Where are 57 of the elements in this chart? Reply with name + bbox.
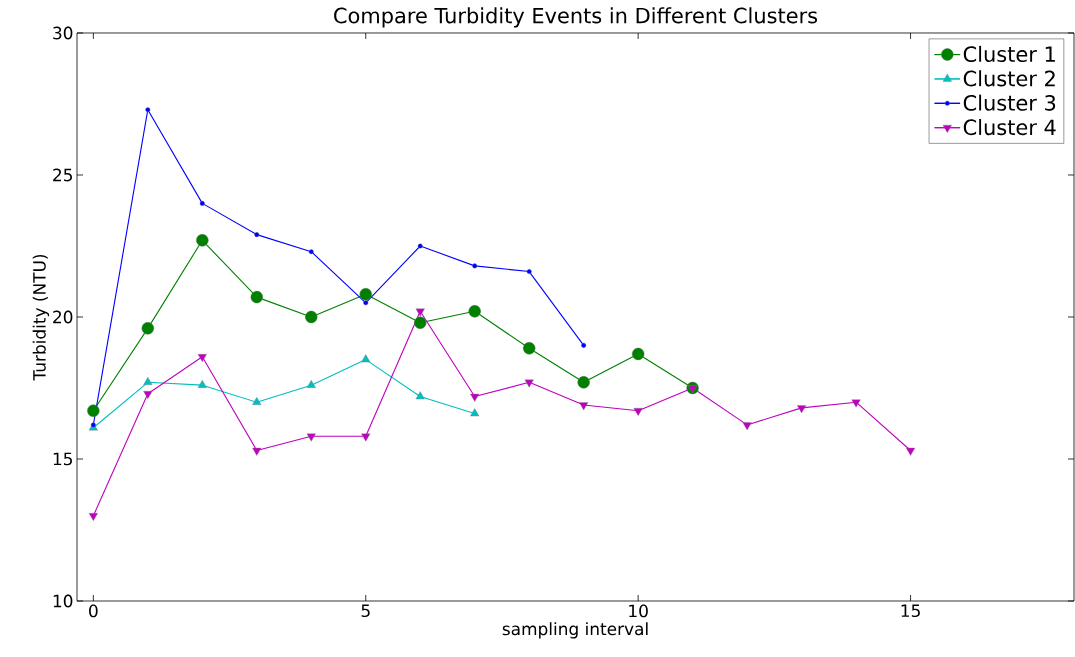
point xyxy=(851,399,861,408)
legend-label: Cluster 1 xyxy=(963,45,1055,63)
point xyxy=(468,305,481,318)
point xyxy=(141,322,155,335)
point xyxy=(250,290,263,304)
y-tick-label: 25 xyxy=(53,168,72,182)
point xyxy=(526,269,532,275)
point xyxy=(363,300,369,306)
point xyxy=(87,404,100,417)
point xyxy=(197,354,207,362)
point xyxy=(470,408,480,417)
point xyxy=(308,249,314,255)
point xyxy=(579,402,589,411)
y-tick-label: 30 xyxy=(53,26,73,40)
point xyxy=(577,376,590,389)
point xyxy=(688,385,698,394)
x-tick-label: 5 xyxy=(361,604,370,618)
point xyxy=(143,390,153,399)
point xyxy=(522,342,536,355)
point xyxy=(252,397,262,405)
point xyxy=(306,433,316,442)
point xyxy=(359,288,372,301)
point xyxy=(415,391,425,400)
chart-title: Compare Turbidity Events in Different Clusters xyxy=(334,7,818,28)
point xyxy=(145,107,151,113)
point xyxy=(631,347,645,361)
point xyxy=(524,379,534,388)
legend-label: Cluster 4 xyxy=(963,118,1056,136)
x-axis-title: sampling interval xyxy=(502,622,648,639)
point xyxy=(417,243,423,249)
point xyxy=(252,447,262,456)
point xyxy=(143,377,153,386)
y-tick-label: 20 xyxy=(53,310,73,324)
point xyxy=(797,405,807,414)
point xyxy=(742,422,752,431)
point xyxy=(361,433,371,442)
legend-label: Cluster 3 xyxy=(963,94,1056,111)
legend-label: Cluster 2 xyxy=(963,70,1055,87)
point xyxy=(415,308,425,317)
point xyxy=(633,408,643,416)
x-tick-label: 10 xyxy=(629,604,648,618)
point xyxy=(88,513,98,521)
point xyxy=(470,393,480,402)
point xyxy=(414,316,427,329)
point xyxy=(472,263,478,269)
x-tick-label: 0 xyxy=(89,604,98,618)
point xyxy=(581,342,587,348)
point xyxy=(199,200,205,206)
point xyxy=(196,234,209,247)
y-tick-label: 15 xyxy=(53,452,72,466)
point xyxy=(254,232,260,238)
x-tick-label: 15 xyxy=(901,604,920,618)
point xyxy=(361,354,371,363)
point xyxy=(906,447,916,456)
y-tick-label: 10 xyxy=(53,594,73,608)
point xyxy=(305,310,318,324)
y-axis-title: Turbidity (NTU) xyxy=(32,254,50,381)
